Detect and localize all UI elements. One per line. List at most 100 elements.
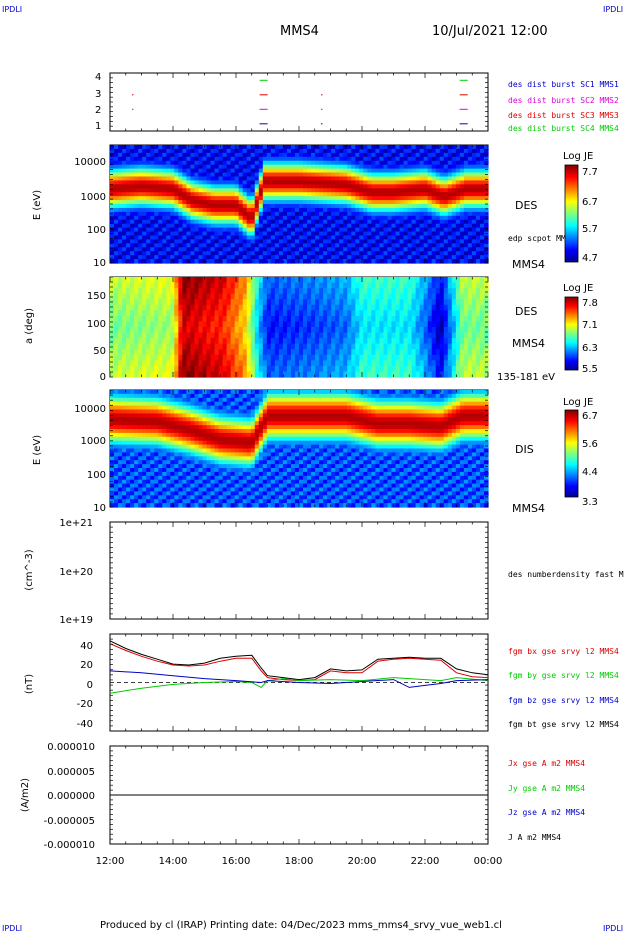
spectrogram-cell: [447, 251, 453, 256]
spectrogram-cell: [142, 310, 147, 317]
spectrogram-cell: [186, 247, 192, 252]
spectrogram-cell: [351, 304, 356, 311]
spectrogram-cell: [182, 360, 187, 367]
spectrogram-cell: [367, 184, 372, 189]
spectrogram-cell: [327, 321, 332, 328]
spectrogram-cell: [335, 321, 340, 328]
spectrogram-cell: [246, 239, 252, 244]
spectrogram-cell: [319, 211, 324, 217]
spectrogram-cell: [399, 235, 405, 240]
spectrogram-cell: [274, 180, 280, 185]
spectrogram-cell: [290, 255, 296, 260]
spectrogram-cell: [118, 288, 123, 295]
spectrogram-cell: [278, 207, 284, 213]
spectrogram-cell: [242, 304, 248, 311]
spectrogram-cell: [367, 243, 372, 248]
spectrogram-cell: [395, 371, 401, 378]
spectrogram-cell: [403, 176, 409, 181]
spectrogram-cell: [254, 176, 260, 181]
spectrogram-cell: [234, 192, 240, 197]
spectrogram-cell: [130, 349, 135, 356]
spectrogram-cell: [399, 227, 405, 233]
spectrogram-cell: [431, 148, 437, 154]
spectrogram-cell: [399, 156, 405, 162]
spectrogram-cell: [335, 188, 340, 193]
spectrogram-cell: [206, 282, 212, 289]
spectrogram-cell: [443, 207, 449, 213]
spectrogram-cell: [234, 310, 240, 317]
spectrogram-cell: [455, 176, 461, 181]
spectrogram-cell: [142, 215, 147, 221]
spectrogram-cell: [130, 452, 135, 457]
spectrogram-cell: [427, 315, 433, 323]
spectrogram-cell: [359, 180, 364, 185]
spectrogram-cell: [351, 200, 356, 205]
spectrogram-cell: [391, 349, 397, 356]
spectrogram-cell: [471, 184, 477, 189]
spectrogram-cell: [114, 413, 119, 418]
spectrogram-cell: [339, 168, 344, 174]
spectrogram-cell: [274, 231, 280, 237]
spectrogram-cell: [154, 255, 159, 260]
spectrogram-cell: [122, 371, 127, 378]
spectrogram-cell: [146, 483, 151, 489]
spectrogram-cell: [130, 310, 135, 317]
spectrogram-cell: [134, 310, 139, 317]
spectrogram-cell: [278, 223, 284, 229]
spectrogram-cell: [367, 164, 372, 170]
spectrogram-cell: [130, 219, 135, 225]
spectrogram-cell: [126, 452, 131, 457]
spectrogram-cell: [198, 145, 204, 150]
spectrogram-cell: [270, 293, 276, 300]
spectrogram-cell: [166, 310, 171, 317]
spectrogram-cell: [154, 152, 159, 158]
spectrogram-cell: [343, 338, 348, 345]
spectrogram-cell: [471, 343, 477, 350]
spectrogram-cell: [246, 365, 252, 373]
spectrogram-cell: [174, 188, 179, 193]
spectrogram-cell: [274, 243, 280, 248]
spectrogram-cell: [391, 315, 397, 323]
spectrogram-cell: [347, 315, 352, 323]
spectrogram-cell: [158, 338, 163, 345]
spectrogram-cell: [134, 487, 139, 492]
spectrogram-cell: [383, 227, 389, 233]
spectrogram-cell: [222, 304, 228, 311]
spectrogram-cell: [210, 360, 216, 367]
spectrogram-cell: [250, 247, 256, 252]
spectrogram-cell: [347, 188, 352, 193]
spectrogram-cell: [427, 145, 433, 150]
spectrogram-cell: [475, 156, 481, 162]
spectrogram-cell: [154, 168, 159, 174]
spectrogram-cell: [471, 243, 477, 248]
spectrogram-cell: [439, 152, 445, 158]
spectrogram-cell: [114, 360, 119, 367]
spectrogram-cell: [222, 288, 228, 295]
spectrogram-cell: [447, 204, 453, 209]
spectrogram-cell: [315, 168, 320, 174]
spectrogram-cell: [142, 417, 147, 422]
spectrogram-cell: [471, 255, 477, 260]
spectrogram-cell: [158, 417, 163, 422]
spectrogram-cell: [399, 277, 405, 284]
spectrogram-cell: [198, 293, 204, 300]
spectrogram-cell: [387, 219, 393, 225]
spectrogram-cell: [451, 152, 457, 158]
spectrogram-cell: [311, 200, 316, 205]
spectrogram-cell: [319, 172, 324, 178]
spectrogram-cell: [286, 327, 292, 334]
spectrogram-cell: [242, 327, 248, 334]
spectrogram-cell: [379, 239, 385, 244]
spectrogram-cell: [130, 282, 135, 289]
spectrogram-cell: [387, 192, 393, 197]
spectrogram-cell: [282, 299, 288, 306]
spectrogram-cell: [286, 321, 292, 328]
spectrogram-cell: [331, 365, 336, 373]
spectrogram-cell: [122, 468, 127, 473]
spectrogram-cell: [142, 207, 147, 213]
spectrogram-cell: [435, 338, 441, 345]
spectrogram-cell: [335, 172, 340, 178]
spectrogram-cell: [122, 247, 127, 252]
spectrogram-cell: [254, 223, 260, 229]
spectrogram-cell: [122, 299, 127, 306]
